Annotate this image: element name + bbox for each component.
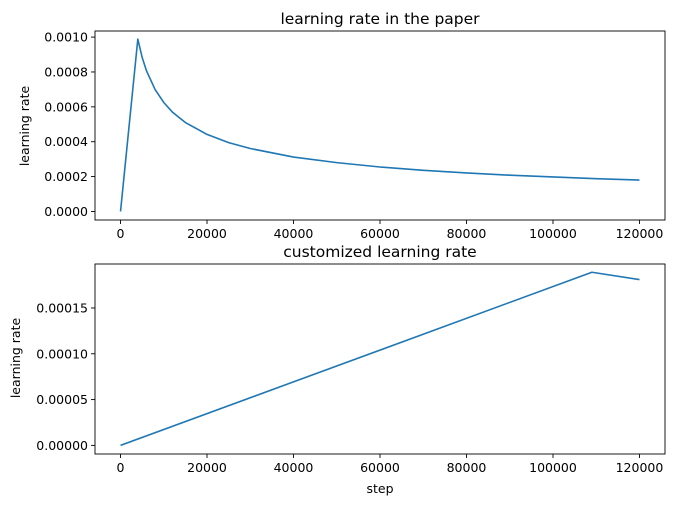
axis-ticks: 0 20000 40000 60000 80000 100000 120000 0.0000 0…	[44, 30, 663, 241]
y-tick-label: 0.0010	[44, 30, 88, 45]
x-tick-label: 40000	[274, 226, 314, 241]
x-tick-label: 60000	[360, 460, 400, 475]
x-tick-label: 60000	[360, 226, 400, 241]
y-tick-label: 0.0004	[44, 134, 88, 149]
x-tick-label: 100000	[529, 226, 577, 241]
subplot-learning-rate-paper: learning rate in the paper learning rate…	[17, 10, 666, 241]
x-tick-label: 80000	[447, 460, 487, 475]
x-tick-label: 120000	[616, 226, 664, 241]
x-tick-label: 80000	[447, 226, 487, 241]
y-tick-label: 0.00010	[36, 346, 88, 361]
x-tick-label: 120000	[616, 460, 664, 475]
y-tick-label: 0.0000	[44, 204, 88, 219]
y-tick-label: 0.0008	[44, 64, 88, 79]
chart-title: learning rate in the paper	[280, 10, 480, 28]
y-axis-label: learning rate	[17, 86, 32, 167]
axis-ticks: 0 20000 40000 60000 80000 100000 120000 0.00000…	[36, 300, 663, 475]
y-tick-label: 0.0002	[44, 169, 88, 184]
series-line	[119, 38, 640, 212]
x-tick-label: 0	[117, 226, 125, 241]
x-axis-label: step	[366, 481, 393, 496]
x-tick-label: 0	[117, 460, 125, 475]
x-tick-label: 100000	[529, 460, 577, 475]
y-tick-label: 0.00015	[36, 300, 88, 315]
x-tick-label: 40000	[274, 460, 314, 475]
plot-frame	[94, 30, 666, 221]
chart-title: customized learning rate	[283, 243, 476, 261]
y-tick-label: 0.00000	[36, 438, 88, 453]
subplot-customized-learning-rate: customized learning rate learning rate s…	[8, 243, 666, 496]
y-tick-label: 0.00005	[36, 392, 88, 407]
y-axis-label: learning rate	[8, 318, 23, 399]
x-tick-label: 20000	[187, 226, 227, 241]
y-tick-label: 0.0006	[44, 99, 88, 114]
x-tick-label: 20000	[187, 460, 227, 475]
series-line	[120, 271, 640, 447]
plot-frame	[94, 263, 666, 455]
